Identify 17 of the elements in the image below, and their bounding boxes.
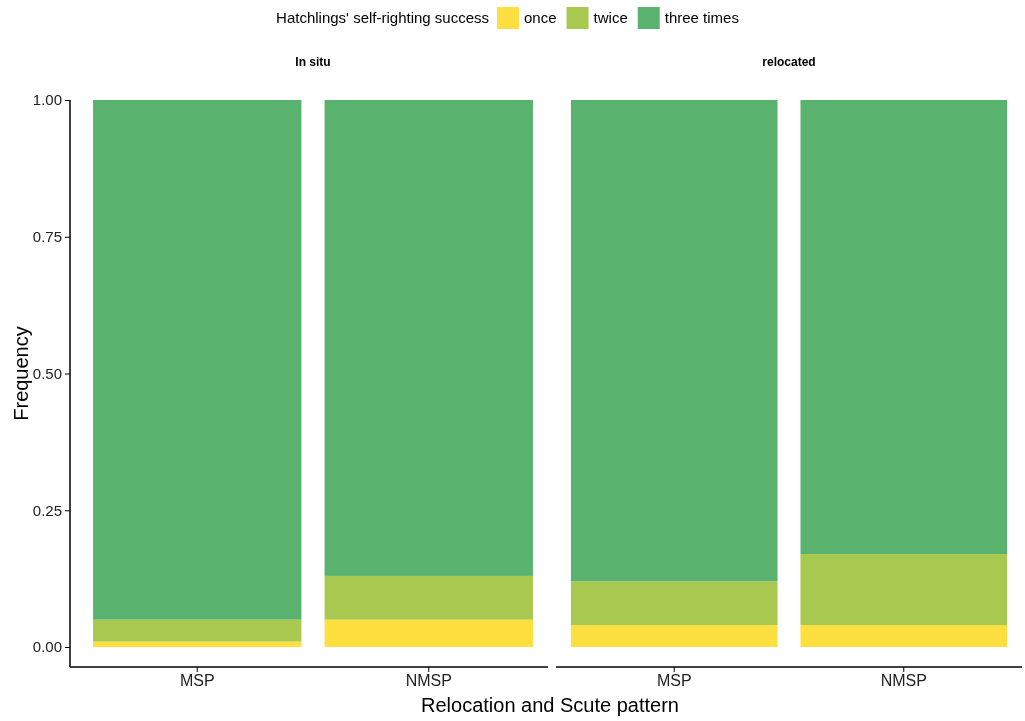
legend-title: Hatchlings' self-righting success [276,9,490,26]
y-tick-label: 0.25 [32,501,62,519]
x-tick-label: MSP [656,672,692,690]
legend-label: twice [593,9,628,26]
y-tick-label: 0.75 [32,228,62,246]
chart-title: relocated [762,55,816,69]
x-tick-label: NMSP [405,672,452,690]
legend-label: once [524,9,557,26]
y-tick-label: 1.00 [32,91,62,109]
x-axis-title: Relocation and Scute pattern [421,694,679,716]
x-tick-label: NMSP [880,672,927,690]
y-tick-label: 0.00 [32,638,62,656]
chart-title: In situ [295,55,331,69]
legend-label: three times [664,9,739,26]
y-tick-label: 0.50 [32,364,62,382]
x-tick-label: MSP [179,672,215,690]
y-axis-title: Frequency [10,326,32,421]
